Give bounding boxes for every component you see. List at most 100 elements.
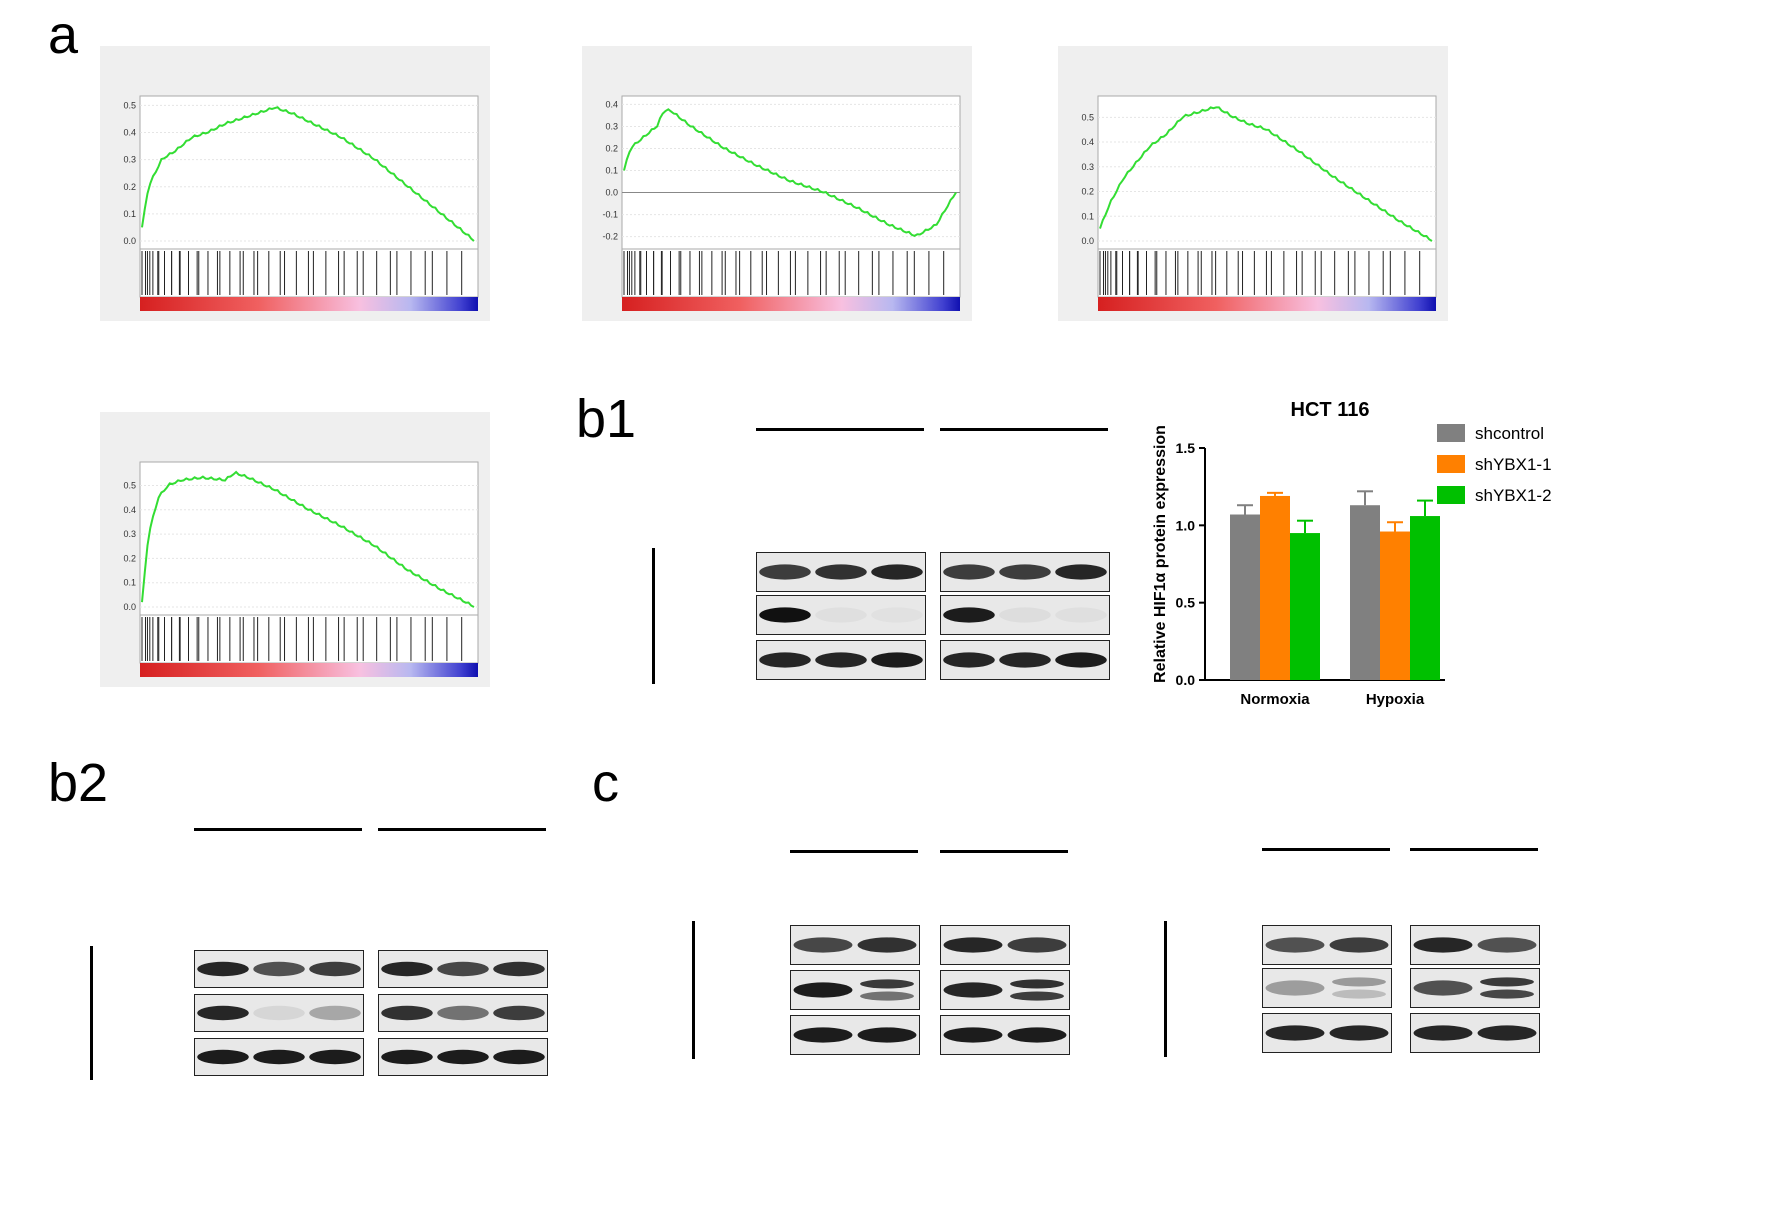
band-svg: [759, 607, 867, 623]
gsea-ytick: 0.4: [123, 505, 136, 515]
blot-strip: [940, 595, 1110, 635]
band: [759, 607, 811, 623]
blot-strip: [378, 950, 548, 988]
legend-swatch: [1437, 424, 1465, 442]
gsea-plot: 0.4 0.3 0.2 0.1 0.0 -0.1 -0.2: [582, 10, 1002, 370]
band-svg: [943, 652, 1107, 668]
gsea-plot-svg: 0.5 0.4 0.3 0.2 0.1 0.0: [123, 95, 479, 311]
band: [759, 652, 811, 668]
gsea-plot: 0.5 0.4 0.3 0.2 0.1 0.0: [1058, 10, 1478, 370]
gsea-es-area: [139, 461, 479, 616]
band: [943, 564, 995, 580]
blot-strip: [1410, 925, 1540, 965]
bar-shYBX1-2-Hypoxia: [1410, 516, 1440, 680]
gsea-es-curve: [623, 108, 957, 238]
band: [493, 1005, 545, 1021]
panel-letter-c: c: [592, 753, 619, 813]
gsea-es-area: [139, 95, 479, 250]
band: [493, 1049, 545, 1065]
band: [999, 607, 1051, 623]
band: [309, 1005, 361, 1021]
band: [999, 652, 1051, 668]
band: [381, 1049, 433, 1065]
band: [253, 961, 305, 977]
blot-strip: [378, 1038, 548, 1076]
chart-title: HCT 116: [1291, 399, 1370, 421]
band-svg: [1265, 1025, 1389, 1041]
band: [1055, 564, 1107, 580]
band-svg: [1265, 977, 1386, 999]
gsea-ytick: 0.5: [123, 480, 136, 490]
band: [857, 937, 917, 953]
gsea-plot-svg: 0.4 0.3 0.2 0.1 0.0 -0.1 -0.2: [602, 95, 961, 311]
gsea-es-area: [1097, 95, 1437, 250]
gsea-ytick: 0.0: [123, 236, 136, 246]
band: [1055, 607, 1107, 623]
band: [309, 1049, 361, 1065]
blot-strip: [790, 925, 920, 965]
band: [1265, 1025, 1325, 1041]
band-svg: [197, 1049, 361, 1065]
band: [309, 961, 361, 977]
gsea-ytick: 0.4: [605, 99, 618, 109]
band: [1480, 977, 1534, 987]
bar-shYBX1-1-Hypoxia: [1380, 531, 1410, 680]
blot-strip: [194, 950, 364, 988]
gsea-ytick: -0.1: [602, 210, 618, 220]
gsea-ytick: 0.5: [123, 100, 136, 110]
band: [943, 982, 1003, 998]
legend-swatch: [1437, 455, 1465, 473]
gsea-ytick: 0.2: [123, 182, 136, 192]
blot-strip: [940, 970, 1070, 1010]
band: [860, 991, 914, 1001]
band-svg: [197, 961, 361, 977]
band: [1265, 980, 1325, 996]
blot-strip: [940, 640, 1110, 680]
panel-letter-a: a: [48, 5, 79, 65]
blot-strip: [1262, 925, 1392, 965]
gsea-ytick: 0.2: [605, 143, 618, 153]
band: [1329, 937, 1389, 953]
gsea-ytick: 0.0: [123, 602, 136, 612]
blot-strip: [378, 994, 548, 1032]
band: [1477, 1025, 1537, 1041]
blot-strip: [1262, 1013, 1392, 1053]
band: [437, 1005, 489, 1021]
condition-underline: [790, 850, 918, 853]
band: [860, 979, 914, 989]
gsea-ytick: 0.3: [605, 121, 618, 131]
band: [815, 564, 867, 580]
cell-line-bracket: [692, 921, 695, 1059]
band: [1010, 991, 1064, 1001]
band: [1413, 1025, 1473, 1041]
band: [1007, 1027, 1067, 1043]
band-svg: [943, 937, 1067, 953]
gsea-ytick: 0.3: [123, 155, 136, 165]
band: [197, 1005, 249, 1021]
condition-underline: [194, 828, 362, 831]
gsea-es-area: [621, 95, 961, 250]
band: [197, 1049, 249, 1065]
bar-shYBX1-1-Normoxia: [1260, 495, 1290, 680]
gsea-ytick: 0.0: [1081, 236, 1094, 246]
band-svg: [943, 564, 1107, 580]
band: [943, 1027, 1003, 1043]
bar-shcontrol-Normoxia: [1230, 514, 1260, 680]
band-svg: [1413, 977, 1534, 999]
band: [943, 937, 1003, 953]
band: [381, 961, 433, 977]
band: [1007, 937, 1067, 953]
blot-strip: [940, 552, 1110, 592]
band: [871, 652, 923, 668]
condition-underline: [378, 828, 546, 831]
band: [1477, 937, 1537, 953]
blot-strip: [1410, 968, 1540, 1008]
gsea-ytick: 0.4: [1081, 137, 1094, 147]
legend-swatch: [1437, 486, 1465, 504]
blot-strip: [756, 595, 926, 635]
cell-line-bracket: [652, 548, 655, 684]
band-svg: [793, 937, 917, 953]
band: [197, 961, 249, 977]
blot-strip: [940, 1015, 1070, 1055]
gsea-ytick: 0.1: [1081, 211, 1094, 221]
